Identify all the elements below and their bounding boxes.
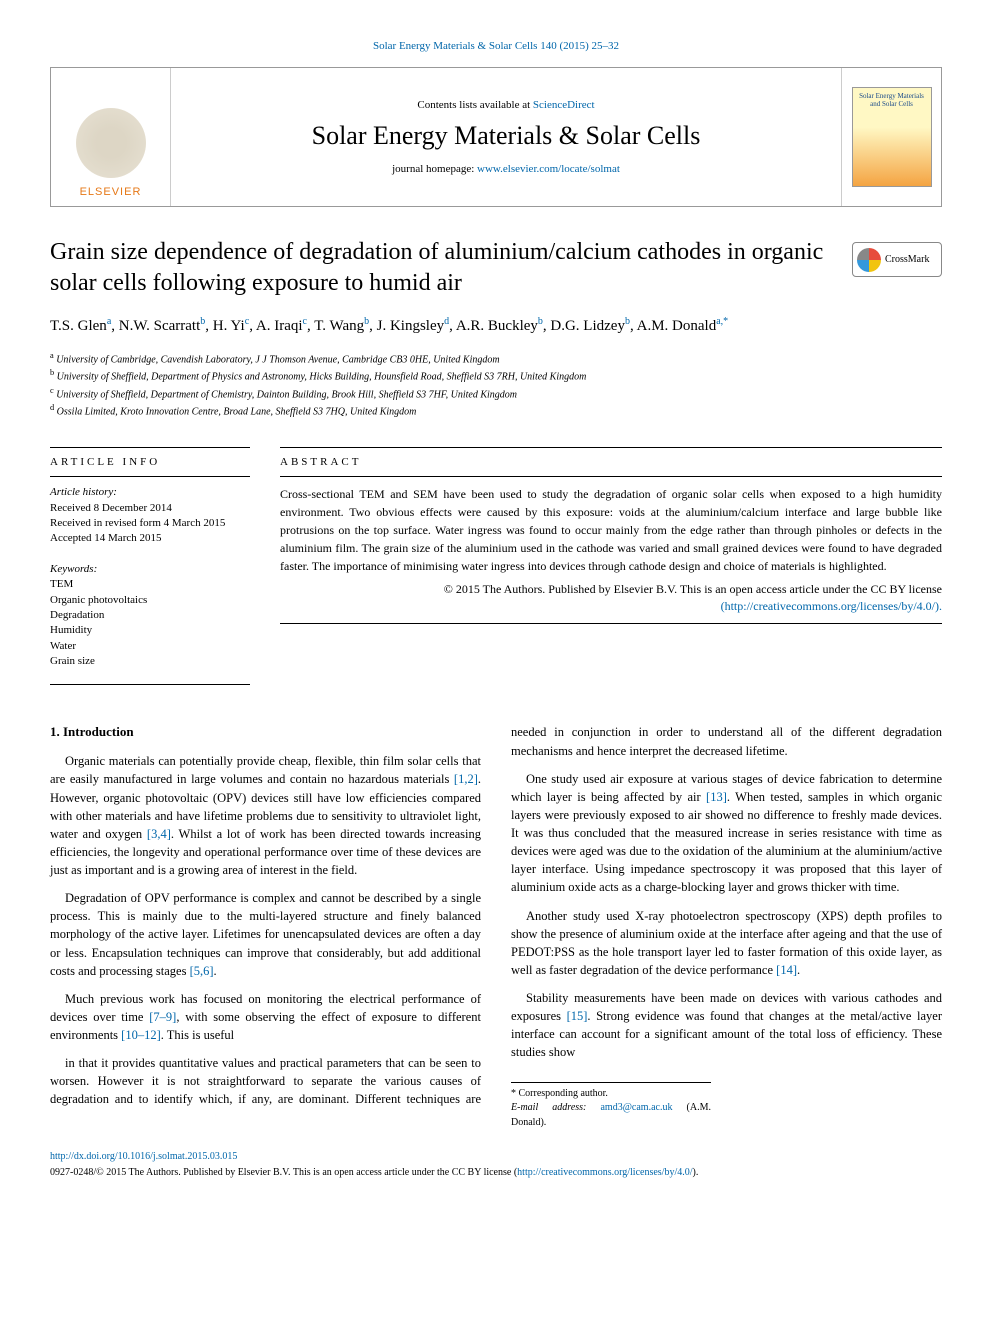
- crossmark-button[interactable]: CrossMark: [852, 242, 942, 277]
- running-head-journal: Solar Energy Materials & Solar Cells: [373, 40, 537, 52]
- issn-suffix: ).: [693, 1167, 699, 1178]
- abstract-label: abstract: [280, 456, 942, 468]
- affiliations-list: a University of Cambridge, Cavendish Lab…: [50, 350, 942, 419]
- keyword: Grain size: [50, 654, 250, 669]
- author: A.M. Donalda,*: [637, 318, 729, 334]
- copyright-line: © 2015 The Authors. Published by Elsevie…: [280, 581, 942, 615]
- copyright-text: © 2015 The Authors. Published by Elsevie…: [444, 582, 942, 596]
- author: T.S. Glena: [50, 318, 111, 334]
- article-history: Article history: Received 8 December 201…: [50, 485, 250, 547]
- body-paragraph: Much previous work has focused on monito…: [50, 990, 481, 1044]
- keyword: Humidity: [50, 623, 250, 638]
- author: H. Yic: [213, 318, 249, 334]
- corr-author-label: * Corresponding author.: [511, 1087, 711, 1102]
- homepage-prefix: journal homepage:: [392, 163, 477, 175]
- page-footer: http://dx.doi.org/10.1016/j.solmat.2015.…: [50, 1150, 942, 1180]
- contents-prefix: Contents lists available at: [417, 99, 532, 111]
- article-title: Grain size dependence of degradation of …: [50, 237, 942, 299]
- elsevier-tree-icon: [76, 108, 146, 178]
- journal-homepage-link[interactable]: www.elsevier.com/locate/solmat: [477, 163, 620, 175]
- journal-cover-icon: Solar Energy Materials and Solar Cells: [852, 87, 932, 187]
- issn-copyright-line: 0927-0248/© 2015 The Authors. Published …: [50, 1166, 942, 1180]
- journal-header: ELSEVIER Contents lists available at Sci…: [50, 67, 942, 207]
- author: T. Wangb: [314, 318, 369, 334]
- author: A. Iraqic: [256, 318, 307, 334]
- corr-email-link[interactable]: amd3@cam.ac.uk: [600, 1102, 672, 1113]
- affiliation: a University of Cambridge, Cavendish Lab…: [50, 350, 942, 367]
- issn-text: 0927-0248/© 2015 The Authors. Published …: [50, 1167, 517, 1178]
- citation-link[interactable]: [3,4]: [147, 827, 171, 841]
- crossmark-label: CrossMark: [885, 253, 929, 266]
- journal-title: Solar Energy Materials & Solar Cells: [191, 121, 821, 151]
- history-received: Received 8 December 2014: [50, 501, 250, 516]
- body-paragraph: Stability measurements have been made on…: [511, 989, 942, 1062]
- history-header: Article history:: [50, 485, 250, 500]
- article-info-label: article info: [50, 456, 250, 468]
- section-heading: 1. Introduction: [50, 723, 481, 742]
- affiliation: c University of Sheffield, Department of…: [50, 385, 942, 402]
- article-body: 1. Introduction Organic materials can po…: [50, 723, 942, 1130]
- running-head: Solar Energy Materials & Solar Cells 140…: [50, 40, 942, 52]
- body-paragraph: Organic materials can potentially provid…: [50, 752, 481, 879]
- citation-link[interactable]: [13]: [706, 790, 727, 804]
- author: A.R. Buckleyb: [456, 318, 543, 334]
- keywords-header: Keywords:: [50, 562, 250, 577]
- body-paragraph: One study used air exposure at various s…: [511, 770, 942, 897]
- contents-line: Contents lists available at ScienceDirec…: [191, 99, 821, 111]
- citation-link[interactable]: [14]: [776, 963, 797, 977]
- history-accepted: Accepted 14 March 2015: [50, 531, 250, 546]
- publisher-name: ELSEVIER: [80, 186, 142, 198]
- article-info-column: article info Article history: Received 8…: [50, 439, 250, 693]
- affiliation: d Ossila Limited, Kroto Innovation Centr…: [50, 402, 942, 419]
- footer-license-link[interactable]: http://creativecommons.org/licenses/by/4…: [517, 1167, 692, 1178]
- abstract-column: abstract Cross-sectional TEM and SEM hav…: [280, 439, 942, 693]
- journal-cover-text: Solar Energy Materials and Solar Cells: [859, 92, 924, 108]
- corresponding-author-footnote: * Corresponding author. E-mail address: …: [511, 1082, 711, 1131]
- running-head-volpages: 140 (2015) 25–32: [540, 40, 619, 52]
- citation-link[interactable]: [5,6]: [190, 964, 214, 978]
- email-label: E-mail address:: [511, 1102, 600, 1113]
- journal-cover-block: Solar Energy Materials and Solar Cells: [841, 68, 941, 206]
- publisher-block: ELSEVIER: [51, 68, 171, 206]
- citation-link[interactable]: [15]: [567, 1009, 588, 1023]
- history-revised: Received in revised form 4 March 2015: [50, 516, 250, 531]
- keyword: Degradation: [50, 608, 250, 623]
- body-paragraph: Degradation of OPV performance is comple…: [50, 889, 481, 980]
- affiliation: b University of Sheffield, Department of…: [50, 367, 942, 384]
- author: N.W. Scarrattb: [119, 318, 206, 334]
- citation-link[interactable]: [1,2]: [454, 772, 478, 786]
- sciencedirect-link[interactable]: ScienceDirect: [533, 99, 595, 111]
- doi-link[interactable]: http://dx.doi.org/10.1016/j.solmat.2015.…: [50, 1151, 237, 1162]
- keyword: TEM: [50, 577, 250, 592]
- keyword: Organic photovoltaics: [50, 593, 250, 608]
- journal-header-center: Contents lists available at ScienceDirec…: [171, 68, 841, 206]
- citation-link[interactable]: [7–9]: [149, 1010, 176, 1024]
- crossmark-icon: [857, 248, 881, 272]
- article-title-text: Grain size dependence of degradation of …: [50, 239, 823, 296]
- author: D.G. Lidzeyb: [550, 318, 630, 334]
- body-paragraph: Another study used X-ray photoelectron s…: [511, 907, 942, 980]
- keywords-block: Keywords: TEMOrganic photovoltaicsDegrad…: [50, 562, 250, 670]
- abstract-text: Cross-sectional TEM and SEM have been us…: [280, 485, 942, 575]
- author: J. Kingsleyd: [377, 318, 450, 334]
- license-link[interactable]: (http://creativecommons.org/licenses/by/…: [721, 599, 942, 613]
- keyword: Water: [50, 639, 250, 654]
- homepage-line: journal homepage: www.elsevier.com/locat…: [191, 163, 821, 175]
- citation-link[interactable]: [10–12]: [121, 1028, 161, 1042]
- running-head-link[interactable]: Solar Energy Materials & Solar Cells 140…: [373, 40, 619, 52]
- authors-list: T.S. Glena, N.W. Scarrattb, H. Yic, A. I…: [50, 314, 942, 338]
